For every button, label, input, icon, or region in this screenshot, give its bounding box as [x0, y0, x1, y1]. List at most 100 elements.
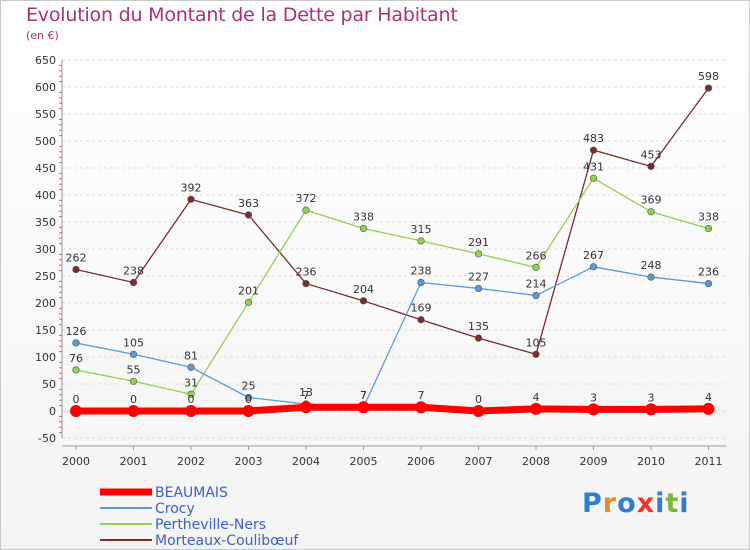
data-point [589, 146, 598, 154]
data-label: 4 [705, 391, 712, 404]
data-point [532, 350, 540, 358]
data-point [244, 211, 253, 219]
logo-letter: x [636, 488, 656, 519]
series-line-crocy [75, 266, 710, 408]
proxiti-logo: Proxiti [582, 488, 690, 519]
data-label: 338 [698, 210, 719, 223]
logo-letter: i [655, 488, 666, 519]
logo-letter: o [617, 488, 637, 519]
data-point [647, 162, 655, 170]
data-point [417, 278, 425, 287]
y-tick-label: 100 [35, 351, 56, 364]
y-tick-label: 500 [35, 135, 56, 148]
y-tick-label: 450 [35, 162, 56, 175]
data-label: 169 [411, 302, 432, 315]
data-point [704, 84, 713, 92]
data-point [589, 174, 598, 182]
data-point [589, 263, 598, 271]
x-tick-label: 2003 [235, 455, 263, 468]
chart-title: Evolution du Montant de la Dette par Hab… [26, 4, 458, 26]
data-point [530, 402, 542, 415]
chart-subtitle: (en €) [26, 29, 59, 42]
data-label: 453 [641, 148, 662, 161]
data-label: 262 [66, 252, 87, 265]
data-label: 214 [526, 277, 547, 290]
data-point [129, 350, 138, 358]
y-tick-label: 600 [35, 81, 56, 94]
y-tick-label: 300 [35, 243, 56, 256]
data-label: 7 [303, 389, 310, 402]
data-label: 598 [698, 70, 719, 83]
x-tick-label: 2004 [292, 455, 320, 468]
data-label: 236 [698, 266, 719, 279]
data-point [474, 250, 483, 258]
data-point [302, 206, 310, 214]
data-point [645, 403, 657, 416]
data-label: 315 [411, 223, 432, 236]
data-label: 135 [468, 320, 489, 333]
data-label: 266 [526, 249, 547, 262]
data-label: 392 [181, 181, 202, 194]
y-tick-label: 250 [35, 270, 56, 283]
x-tick-label: 2002 [177, 455, 205, 468]
data-point [417, 237, 425, 245]
x-tick-label: 2001 [120, 455, 148, 468]
data-point [244, 393, 253, 402]
x-tick-label: 2009 [580, 455, 608, 468]
data-label: 4 [533, 391, 540, 404]
data-label: 81 [184, 349, 198, 362]
data-point [72, 339, 80, 347]
y-tick-label: 200 [35, 297, 56, 310]
data-label: 338 [353, 210, 374, 223]
data-label: 7 [360, 389, 367, 402]
data-point [187, 390, 195, 398]
y-tick-label: -50 [38, 432, 56, 445]
data-label: 31 [184, 376, 198, 389]
data-point [72, 265, 80, 274]
data-point [415, 401, 427, 414]
data-point [474, 284, 483, 293]
legend-label: Crocy [155, 501, 195, 517]
data-point [127, 405, 140, 417]
data-point [357, 401, 370, 414]
data-label: 76 [69, 352, 83, 365]
data-label: 431 [583, 160, 604, 173]
x-tick-label: 2011 [695, 455, 723, 468]
data-point [587, 403, 600, 416]
legend-label: BEAUMAIS [155, 485, 228, 501]
y-tick-label: 0 [49, 405, 56, 418]
y-tick-label: 350 [35, 216, 56, 229]
series-line-pertheville-ners [75, 177, 710, 395]
data-point [185, 405, 197, 417]
legend-label: Morteaux-Coulibœuf [155, 533, 299, 549]
data-point [129, 377, 138, 385]
data-label: 236 [296, 266, 317, 279]
data-label: 201 [238, 284, 259, 297]
data-point [359, 297, 368, 305]
data-label: 0 [73, 393, 80, 406]
y-tick-label: 650 [35, 54, 56, 67]
y-tick-label: 50 [42, 378, 56, 391]
data-point [532, 291, 540, 300]
data-point [472, 405, 485, 417]
x-tick-label: 2006 [407, 455, 435, 468]
data-label: 7 [360, 389, 367, 402]
data-label: 369 [641, 194, 662, 207]
data-point [474, 334, 483, 342]
data-point [704, 224, 713, 233]
data-label: 0 [245, 393, 252, 406]
x-tick-label: 2008 [522, 455, 550, 468]
data-label: 248 [641, 259, 662, 272]
data-point [129, 278, 138, 287]
data-label: 3 [590, 391, 597, 404]
data-point [244, 298, 253, 307]
data-label: 238 [123, 264, 144, 277]
legend-label: Pertheville-Ners [155, 517, 266, 533]
data-label: 291 [468, 236, 489, 249]
data-label: 483 [583, 132, 604, 145]
data-point [704, 279, 713, 288]
data-label: 55 [127, 363, 141, 376]
data-point [72, 366, 80, 374]
